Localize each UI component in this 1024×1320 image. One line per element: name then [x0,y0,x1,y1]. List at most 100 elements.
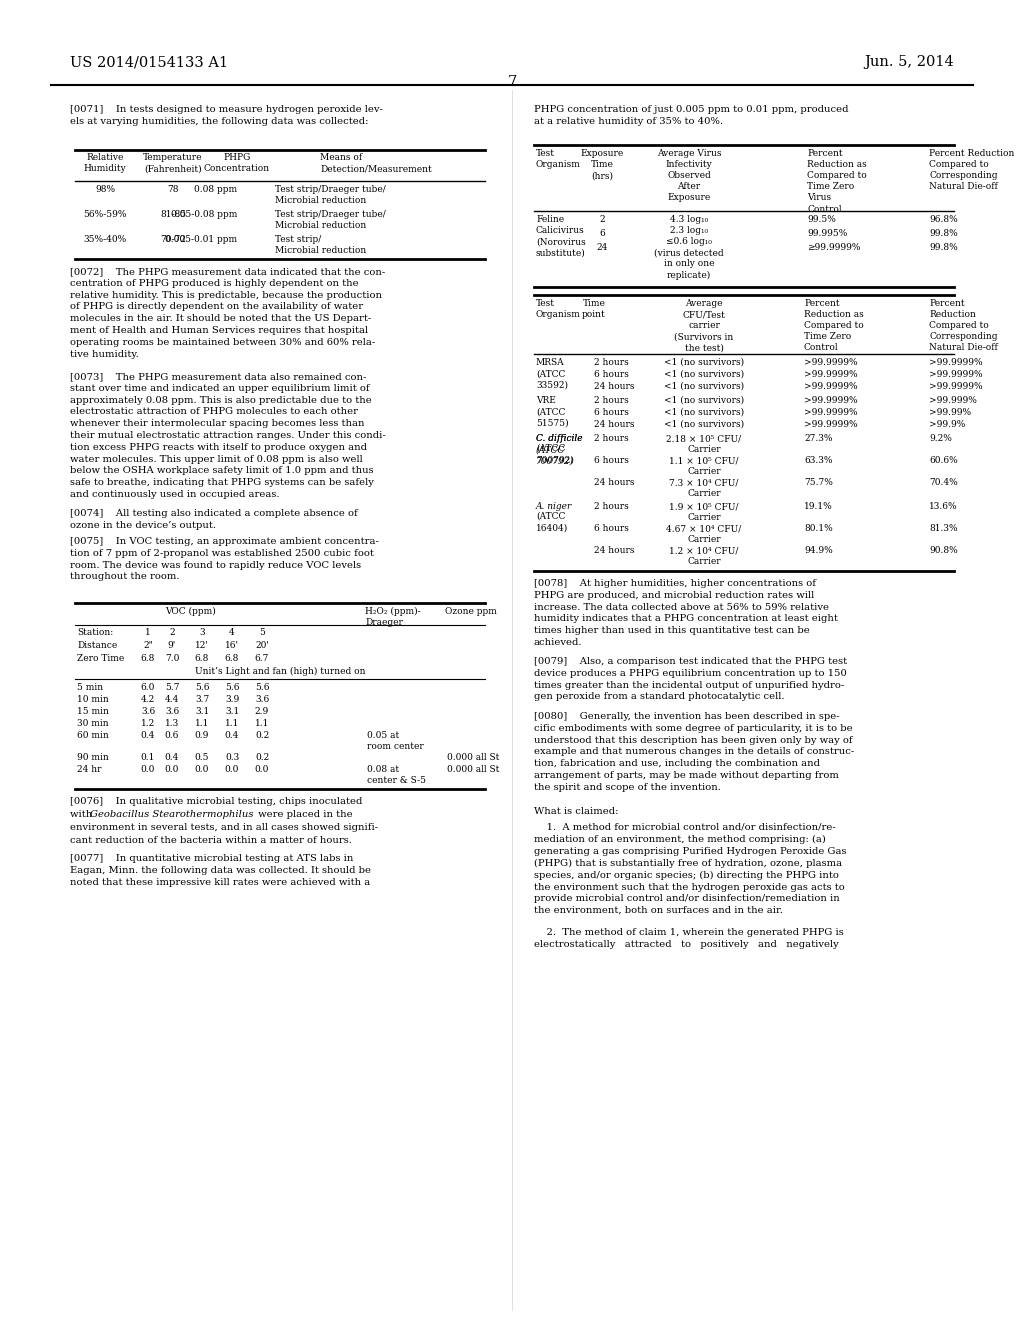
Text: Test
Organism: Test Organism [536,149,581,169]
Text: 16': 16' [225,642,239,649]
Text: 2 hours
6 hours
24 hours: 2 hours 6 hours 24 hours [594,396,635,429]
Text: 0.000 all St: 0.000 all St [447,752,500,762]
Text: 3.7: 3.7 [195,696,209,704]
Text: were placed in the: were placed in the [255,810,352,818]
Text: 13.6%: 13.6% [929,502,957,511]
Text: [0078]    At higher humidities, higher concentrations of
PHPG are produced, and : [0078] At higher humidities, higher conc… [534,579,838,647]
Text: [0073]    The PHPG measurement data also remained con-
stant over time and indic: [0073] The PHPG measurement data also re… [70,372,386,499]
Text: >99.9999%
>99.9999%
>99.9999%: >99.9999% >99.9999% >99.9999% [804,396,858,429]
Text: Percent
Reduction
Compared to
Corresponding
Natural Die-off: Percent Reduction Compared to Correspond… [929,300,997,352]
Text: 4.2: 4.2 [141,696,155,704]
Text: Means of
Detection/Measurement: Means of Detection/Measurement [319,153,432,173]
Text: cant reduction of the bacteria within a matter of hours.: cant reduction of the bacteria within a … [70,836,352,845]
Text: [0075]    In VOC testing, an approximate ambient concentra-
tion of 7 ppm of 2-p: [0075] In VOC testing, an approximate am… [70,537,379,581]
Text: 4.3 log₁₀
2.3 log₁₀
≤0.6 log₁₀
(virus detected
in only one
replicate): 4.3 log₁₀ 2.3 log₁₀ ≤0.6 log₁₀ (virus de… [654,215,724,280]
Text: 1.1: 1.1 [225,719,240,729]
Text: Ozone ppm: Ozone ppm [445,607,497,616]
Text: 63.3%: 63.3% [804,455,833,465]
Text: 0.6: 0.6 [165,731,179,741]
Text: <1 (no survivors)
<1 (no survivors)
<1 (no survivors): <1 (no survivors) <1 (no survivors) <1 (… [664,358,744,391]
Text: 80.1%: 80.1% [804,524,833,533]
Text: 0.000 all St: 0.000 all St [447,766,500,774]
Text: A. niger: A. niger [536,502,572,511]
Text: 1.3: 1.3 [165,719,179,729]
Text: Test strip/Draeger tube/
Microbial reduction: Test strip/Draeger tube/ Microbial reduc… [275,210,386,230]
Text: 0.08 at
center & S-5: 0.08 at center & S-5 [367,766,426,785]
Text: 70.4%: 70.4% [929,478,957,487]
Text: 2.18 × 10⁵ CFU/
Carrier: 2.18 × 10⁵ CFU/ Carrier [667,434,741,454]
Text: 4: 4 [229,628,234,638]
Text: 75.7%: 75.7% [804,478,833,487]
Text: 1.2 × 10⁴ CFU/
Carrier: 1.2 × 10⁴ CFU/ Carrier [670,546,738,566]
Text: Zero Time: Zero Time [77,653,124,663]
Text: US 2014/0154133 A1: US 2014/0154133 A1 [70,55,228,69]
Text: 0.05-0.08 ppm: 0.05-0.08 ppm [171,210,237,219]
Text: 6.8: 6.8 [225,653,240,663]
Text: 2": 2" [143,642,153,649]
Text: 20': 20' [255,642,269,649]
Text: 7.0: 7.0 [165,653,179,663]
Text: H₂O₂ (ppm)-
Draeger: H₂O₂ (ppm)- Draeger [365,607,421,627]
Text: 2
6
24: 2 6 24 [596,215,607,252]
Text: 2: 2 [169,628,175,638]
Text: 98%: 98% [95,185,115,194]
Text: 6.8: 6.8 [195,653,209,663]
Text: 1.1: 1.1 [195,719,209,729]
Text: Percent
Reduction as
Compared to
Time Zero
Virus
Control: Percent Reduction as Compared to Time Ze… [807,149,866,214]
Text: environment in several tests, and in all cases showed signifi-: environment in several tests, and in all… [70,822,378,832]
Text: 1.9 × 10⁵ CFU/
Carrier: 1.9 × 10⁵ CFU/ Carrier [670,502,738,523]
Text: 24 hours: 24 hours [594,478,635,487]
Text: 81-85: 81-85 [160,210,186,219]
Text: 0.0: 0.0 [165,766,179,774]
Text: <1 (no survivors)
<1 (no survivors)
<1 (no survivors): <1 (no survivors) <1 (no survivors) <1 (… [664,396,744,429]
Text: PHPG concentration of just 0.005 ppm to 0.01 ppm, produced
at a relative humidit: PHPG concentration of just 0.005 ppm to … [534,106,849,125]
Text: Test strip/Draeger tube/
Microbial reduction: Test strip/Draeger tube/ Microbial reduc… [275,185,386,205]
Text: 5.6: 5.6 [255,682,269,692]
Text: 5.7: 5.7 [165,682,179,692]
Text: Percent Reduction
Compared to
Corresponding
Natural Die-off: Percent Reduction Compared to Correspond… [929,149,1015,191]
Text: 3.6: 3.6 [165,708,179,715]
Text: 2 hours: 2 hours [594,502,629,511]
Text: [0077]    In quantitative microbial testing at ATS labs in
Eagan, Minn. the foll: [0077] In quantitative microbial testing… [70,854,371,887]
Text: 90.8%: 90.8% [929,546,957,554]
Text: 5 min: 5 min [77,682,103,692]
Text: 12': 12' [195,642,209,649]
Text: [0071]    In tests designed to measure hydrogen peroxide lev-
els at varying hum: [0071] In tests designed to measure hydr… [70,106,383,125]
Text: 94.9%: 94.9% [804,546,833,554]
Text: [0072]    The PHPG measurement data indicated that the con-
centration of PHPG p: [0072] The PHPG measurement data indicat… [70,267,385,359]
Text: 0.08 ppm: 0.08 ppm [194,185,237,194]
Text: [0074]    All testing also indicated a complete absence of
ozone in the device’s: [0074] All testing also indicated a comp… [70,510,357,529]
Text: 30 min: 30 min [77,719,109,729]
Text: 35%-40%: 35%-40% [83,235,127,244]
Text: 24 hours: 24 hours [594,546,635,554]
Text: 1.2: 1.2 [141,719,155,729]
Text: 0.9: 0.9 [195,731,209,741]
Text: 0.4: 0.4 [225,731,240,741]
Text: 6 hours: 6 hours [594,455,629,465]
Text: 0.005-0.01 ppm: 0.005-0.01 ppm [165,235,237,244]
Text: 19.1%: 19.1% [804,502,833,511]
Text: 78: 78 [167,185,179,194]
Text: 70-72: 70-72 [160,235,186,244]
Text: [0076]    In qualitative microbial testing, chips inoculated: [0076] In qualitative microbial testing,… [70,797,362,807]
Text: 0.4: 0.4 [141,731,156,741]
Text: [0079]    Also, a comparison test indicated that the PHPG test
device produces a: [0079] Also, a comparison test indicated… [534,657,847,701]
Text: 1.1: 1.1 [255,719,269,729]
Text: 3.9: 3.9 [225,696,240,704]
Text: What is claimed:: What is claimed: [534,807,618,816]
Text: Feline
Calicivirus
(Norovirus
substitute): Feline Calicivirus (Norovirus substitute… [536,215,586,257]
Text: 1.1 × 10⁵ CFU/
Carrier: 1.1 × 10⁵ CFU/ Carrier [670,455,738,477]
Text: 4.4: 4.4 [165,696,179,704]
Text: 6.8: 6.8 [141,653,156,663]
Text: (ATCC
700792): (ATCC 700792) [536,444,573,465]
Text: 0.1: 0.1 [141,752,156,762]
Text: MRSA
(ATCC
33592): MRSA (ATCC 33592) [536,358,568,389]
Text: 1.  A method for microbial control and/or disinfection/re-
mediation of an envir: 1. A method for microbial control and/or… [534,822,847,915]
Text: 0.05 at
room center: 0.05 at room center [367,731,424,751]
Text: 6.0: 6.0 [141,682,156,692]
Text: Relative
Humidity: Relative Humidity [84,153,126,173]
Text: Geobacillus Stearothermophilus: Geobacillus Stearothermophilus [90,810,254,818]
Text: 0.2: 0.2 [255,752,269,762]
Text: 2.9: 2.9 [255,708,269,715]
Text: >99.999%
>99.99%
>99.9%: >99.999% >99.99% >99.9% [929,396,977,429]
